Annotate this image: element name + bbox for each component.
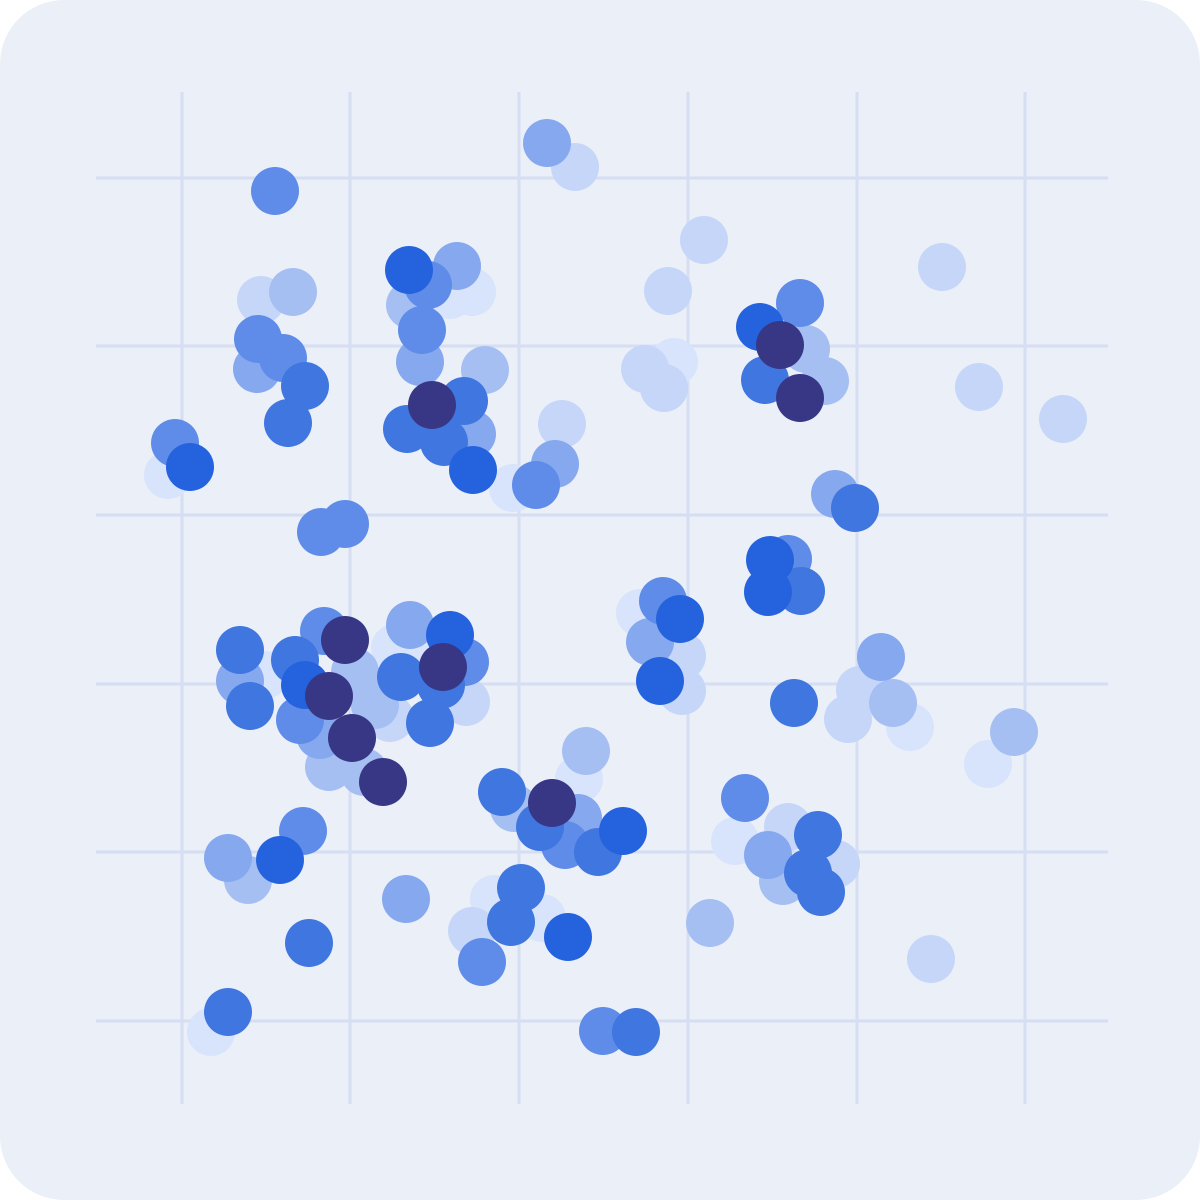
- point: [512, 461, 560, 509]
- point: [770, 679, 818, 727]
- point: [285, 919, 333, 967]
- point: [857, 633, 905, 681]
- point: [528, 779, 576, 827]
- point: [398, 306, 446, 354]
- point: [599, 807, 647, 855]
- point: [377, 653, 425, 701]
- point: [166, 443, 214, 491]
- point: [297, 508, 345, 556]
- point: [1039, 395, 1087, 443]
- point: [523, 119, 571, 167]
- point: [328, 714, 376, 762]
- point: [449, 446, 497, 494]
- point: [204, 988, 252, 1036]
- point: [831, 484, 879, 532]
- point: [264, 399, 312, 447]
- point: [478, 768, 526, 816]
- point: [612, 1008, 660, 1056]
- point: [408, 381, 456, 429]
- point: [656, 595, 704, 643]
- point: [359, 758, 407, 806]
- point: [562, 727, 610, 775]
- point: [321, 616, 369, 664]
- point: [964, 740, 1012, 788]
- point: [251, 167, 299, 215]
- point: [756, 321, 804, 369]
- point: [385, 246, 433, 294]
- point: [824, 695, 872, 743]
- point: [918, 243, 966, 291]
- point: [544, 913, 592, 961]
- point: [382, 875, 430, 923]
- point: [538, 400, 586, 448]
- point: [256, 836, 304, 884]
- point: [216, 626, 264, 674]
- point: [797, 868, 845, 916]
- point: [458, 938, 506, 986]
- point: [955, 363, 1003, 411]
- point: [776, 374, 824, 422]
- point: [744, 831, 792, 879]
- point: [640, 364, 688, 412]
- point: [990, 708, 1038, 756]
- point: [744, 568, 792, 616]
- point: [487, 898, 535, 946]
- point: [644, 267, 692, 315]
- point: [419, 643, 467, 691]
- point: [721, 774, 769, 822]
- point: [636, 657, 684, 705]
- point: [907, 935, 955, 983]
- point: [869, 679, 917, 727]
- point: [686, 899, 734, 947]
- point: [281, 362, 329, 410]
- point: [776, 279, 824, 327]
- point: [226, 682, 274, 730]
- point: [269, 268, 317, 316]
- point: [680, 216, 728, 264]
- point: [386, 601, 434, 649]
- point: [406, 699, 454, 747]
- point: [305, 672, 353, 720]
- point: [204, 834, 252, 882]
- point: [794, 811, 842, 859]
